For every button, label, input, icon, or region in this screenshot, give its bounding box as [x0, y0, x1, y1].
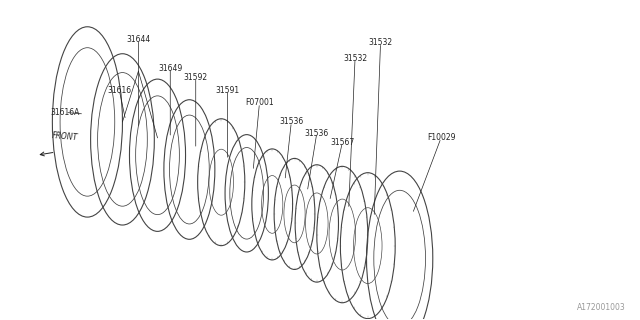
Text: F07001: F07001 — [245, 99, 274, 108]
Text: A172001003: A172001003 — [577, 303, 626, 312]
Text: 31532: 31532 — [343, 54, 367, 63]
Text: 31536: 31536 — [279, 117, 303, 126]
Text: 31532: 31532 — [369, 38, 392, 47]
Text: FRONT: FRONT — [52, 131, 79, 142]
Text: 31616A: 31616A — [51, 108, 80, 117]
Text: 31592: 31592 — [184, 73, 208, 82]
Text: 31591: 31591 — [216, 86, 239, 95]
Text: 31567: 31567 — [330, 138, 355, 147]
Text: 31649: 31649 — [158, 63, 182, 73]
Text: 31644: 31644 — [126, 35, 150, 44]
Text: 31616: 31616 — [108, 86, 131, 95]
Text: 31536: 31536 — [305, 129, 329, 138]
Text: F10029: F10029 — [427, 133, 455, 142]
